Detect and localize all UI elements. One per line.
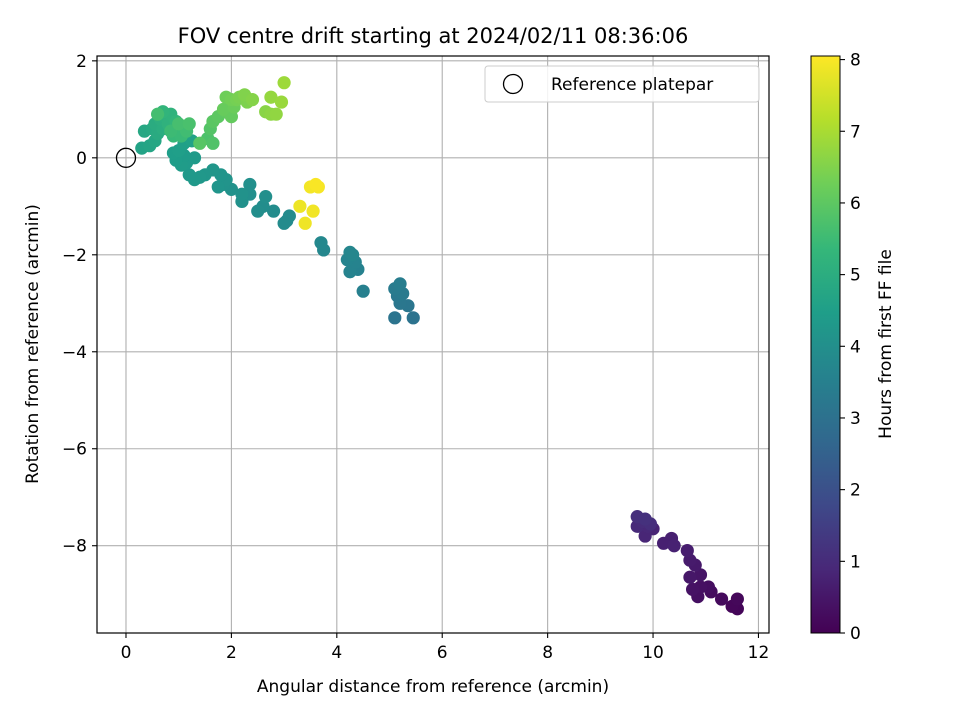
scatter-point	[693, 568, 708, 582]
x-axis-label: Angular distance from reference (arcmin)	[257, 677, 609, 697]
colorbar-ticks: 0 1 2 3 4 5 6 7 8	[840, 51, 861, 644]
scatter-point	[356, 284, 370, 298]
x-tick-label: 10	[642, 643, 664, 663]
y-tick-label: −8	[62, 537, 87, 557]
scatter-point	[274, 95, 289, 109]
scatter-point	[730, 592, 744, 606]
legend-box	[484, 65, 760, 103]
scatter-point	[193, 136, 207, 150]
y-tick-label: −2	[62, 246, 87, 266]
scatter-point	[266, 204, 281, 218]
colorbar-tick-label: 3	[850, 409, 861, 429]
colorbar-gradient	[810, 55, 841, 634]
scatter-point	[264, 90, 278, 104]
reference-point-marker	[115, 147, 137, 168]
scatter-point	[216, 102, 231, 116]
scatter-point	[251, 204, 265, 218]
scatter-point	[235, 187, 249, 201]
chart-title: FOV centre drift starting at 2024/02/11 …	[178, 24, 689, 48]
x-tick-label: 4	[331, 643, 342, 663]
y-axis-label: Rotation from reference (arcmin)	[23, 204, 43, 484]
colorbar-tick-label: 4	[850, 337, 861, 357]
scatter-point	[343, 265, 357, 279]
colorbar-tick-label: 7	[850, 122, 861, 142]
scatter-point	[309, 177, 323, 192]
scatter-point	[206, 136, 220, 150]
scatter-point	[243, 177, 257, 192]
x-tick-label: 0	[121, 643, 132, 663]
scatter-point	[306, 204, 320, 218]
scatter-point	[656, 536, 671, 550]
scatter-point	[182, 117, 196, 131]
scatter-point	[667, 539, 681, 553]
scatter-point	[388, 311, 402, 325]
x-tick-label: 2	[226, 643, 237, 663]
scatter-point	[259, 190, 273, 204]
colorbar-label: Hours from first FF file	[876, 249, 896, 439]
scatter-point	[277, 216, 291, 230]
colorbar-tick-label: 2	[850, 481, 861, 501]
scatter-point	[393, 277, 407, 291]
legend-label: Reference platepar	[551, 75, 713, 95]
scatter-point	[343, 245, 357, 259]
colorbar: 0 1 2 3 4 5 6 7 8 Hours from first FF file	[810, 51, 896, 644]
scatter-point	[293, 199, 307, 213]
colorbar-tick-label: 6	[850, 194, 861, 214]
legend: Reference platepar	[484, 65, 760, 103]
scatter-points	[135, 76, 744, 616]
scatter-point	[172, 117, 186, 131]
scatter-point	[245, 93, 260, 107]
y-tick-label: 0	[76, 149, 87, 169]
y-tick-label: 2	[76, 52, 87, 72]
scatter-point	[406, 311, 420, 325]
scatter-point	[151, 107, 165, 121]
colorbar-tick-label: 1	[850, 552, 861, 572]
scatter-point	[685, 582, 700, 596]
plot-frame	[96, 55, 770, 634]
scatter-point	[680, 543, 694, 558]
legend-marker-icon	[502, 73, 524, 95]
scatter-point	[211, 180, 225, 194]
grid-lines	[97, 56, 769, 633]
scatter-point	[269, 107, 283, 121]
reference-layer	[115, 147, 137, 168]
scatter-point	[683, 570, 697, 584]
x-tick-label: 8	[542, 643, 553, 663]
scatter-point	[182, 168, 196, 182]
y-tick-label: −4	[62, 343, 87, 363]
scatter-point	[298, 216, 312, 230]
scatter-point	[314, 236, 328, 250]
scatter-point	[277, 76, 291, 90]
x-ticks: 0 2 4 6 8 10 12	[121, 633, 770, 663]
colorbar-tick-label: 5	[850, 266, 861, 286]
scatter-point	[638, 512, 652, 526]
x-tick-label: 6	[437, 643, 448, 663]
y-ticks: 2 0 −2 −4 −6 −8	[62, 52, 97, 557]
y-tick-label: −6	[62, 440, 87, 460]
colorbar-tick-label: 8	[850, 51, 861, 71]
x-tick-label: 12	[748, 643, 770, 663]
scatter-point	[714, 592, 729, 606]
colorbar-tick-label: 0	[850, 624, 861, 644]
